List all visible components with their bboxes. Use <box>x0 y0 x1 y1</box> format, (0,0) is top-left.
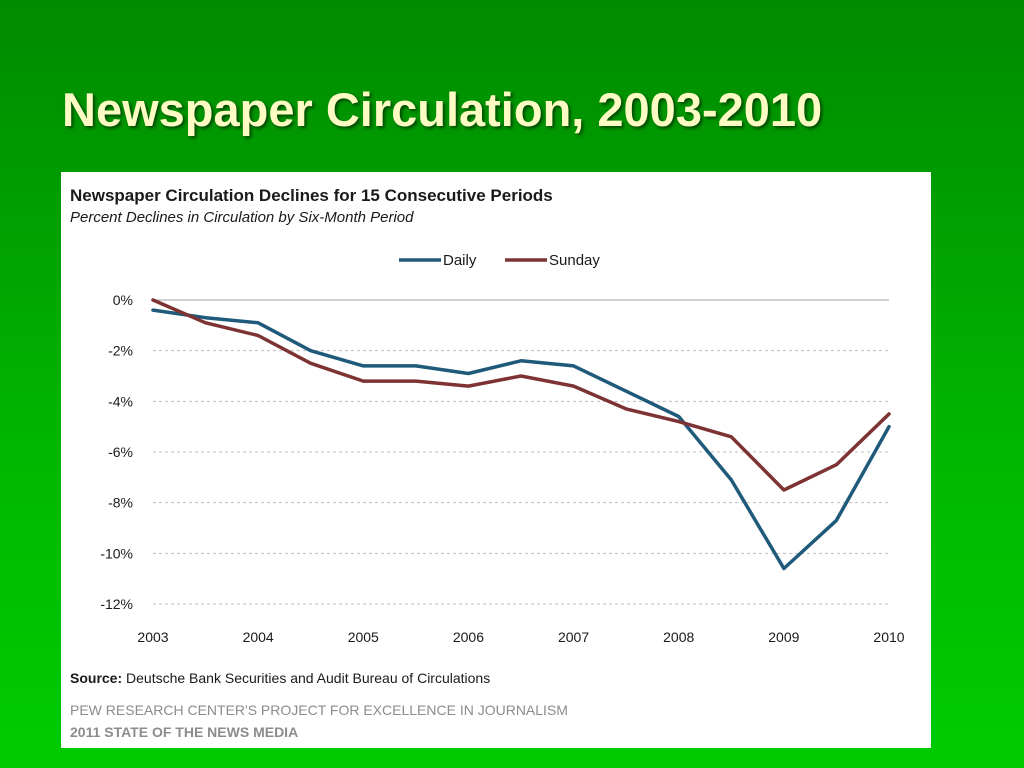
source-note: Source: Deutsche Bank Securities and Aud… <box>70 670 490 686</box>
gridlines <box>153 299 889 605</box>
source-text: Deutsche Bank Securities and Audit Burea… <box>126 670 491 686</box>
slide-title: Newspaper Circulation, 2003-2010 <box>62 83 823 136</box>
y-tick-label: -4% <box>108 393 133 409</box>
series-line-daily <box>151 308 891 571</box>
y-tick-label: -8% <box>108 495 133 511</box>
credit-line-2: 2011 STATE OF THE NEWS MEDIA <box>70 724 299 740</box>
x-tick-label: 2008 <box>663 629 694 645</box>
x-tick-label: 2004 <box>243 629 274 645</box>
y-tick-label: -2% <box>108 343 133 359</box>
y-tick-label: -6% <box>108 444 133 460</box>
y-tick-label: -10% <box>100 545 133 561</box>
y-tick-label: 0% <box>113 292 133 308</box>
x-tick-label: 2006 <box>453 629 484 645</box>
legend-label-daily: Daily <box>443 252 477 269</box>
x-axis-ticks: 2003 2004 2005 2006 2007 2008 2009 2010 <box>137 629 904 645</box>
x-tick-label: 2003 <box>137 629 168 645</box>
x-tick-label: 2010 <box>873 629 904 645</box>
x-tick-label: 2005 <box>348 629 379 645</box>
credit-line-1: PEW RESEARCH CENTER'S PROJECT FOR EXCELL… <box>70 702 568 718</box>
series-line-sunday <box>151 298 891 492</box>
y-tick-label: -12% <box>100 596 133 612</box>
chart-panel: Newspaper Circulation Declines for 15 Co… <box>61 172 931 748</box>
legend: Daily Sunday <box>399 252 600 269</box>
legend-label-sunday: Sunday <box>549 252 600 269</box>
y-axis-ticks: 0% -2% -4% -6% -8% -10% -12% <box>100 292 133 612</box>
chart-title: Newspaper Circulation Declines for 15 Co… <box>70 186 553 205</box>
line-chart: 0%-2%-4%-6%-8%-10%-12% 2003 2004 2005 2006 2… <box>100 252 904 645</box>
series-lines <box>151 298 891 571</box>
chart-subtitle: Percent Declines in Circulation by Six-M… <box>70 209 414 226</box>
x-tick-label: 2007 <box>558 629 589 645</box>
x-tick-label: 2009 <box>768 629 799 645</box>
source-label: Source: <box>70 670 123 686</box>
